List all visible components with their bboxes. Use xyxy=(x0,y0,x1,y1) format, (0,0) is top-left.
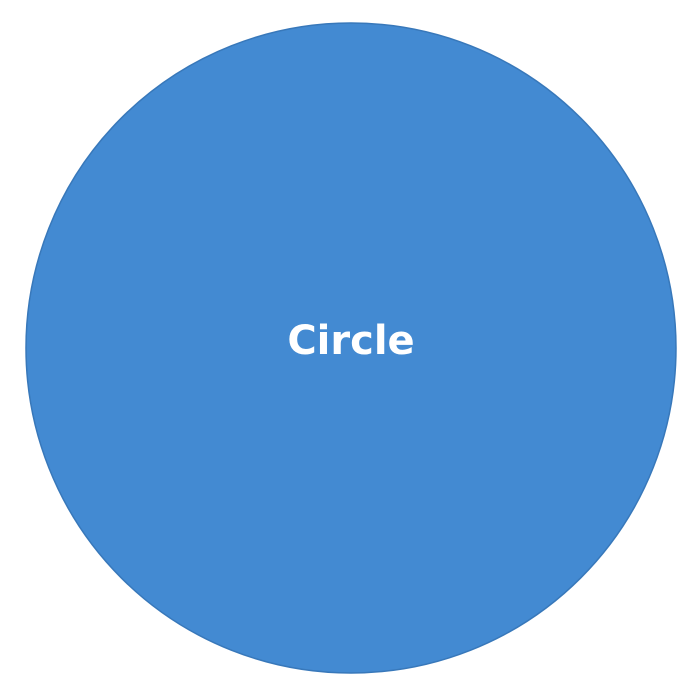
circle-label: Circle xyxy=(287,318,414,364)
circle-shape xyxy=(25,22,677,674)
